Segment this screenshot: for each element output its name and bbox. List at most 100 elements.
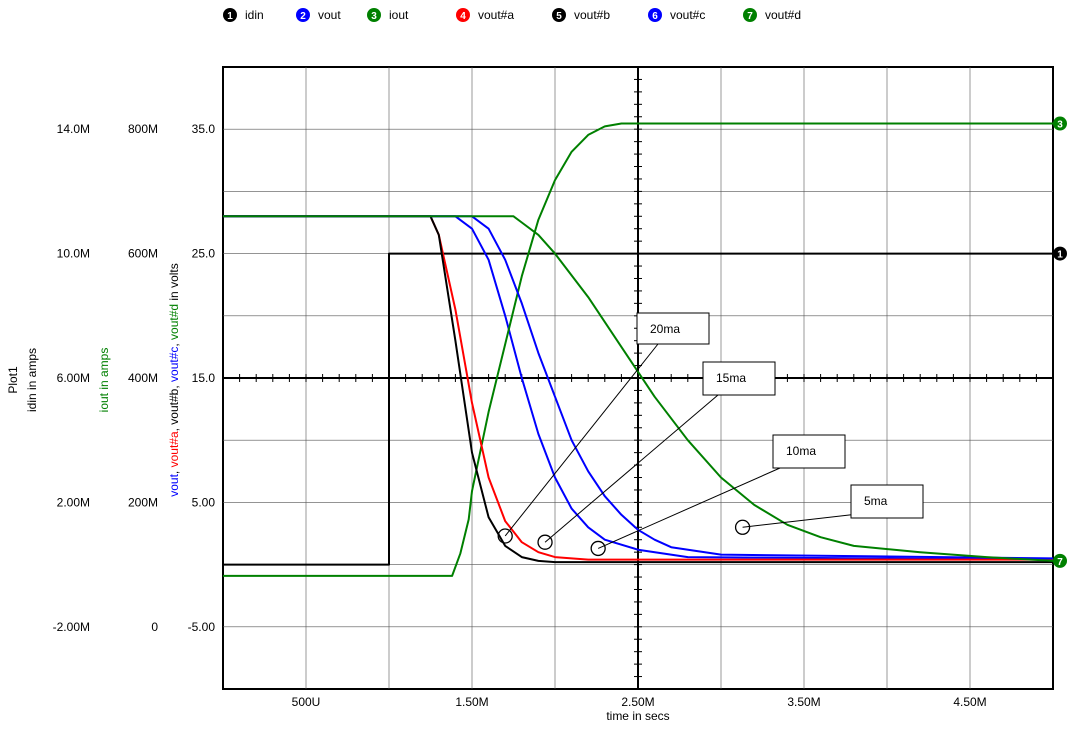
volts-axis-label-part: ,: [167, 340, 181, 347]
annotation-target: [537, 534, 553, 550]
volts-axis-label: vout, vout#a, vout#b, vout#c, vout#d in …: [167, 263, 181, 497]
idin-axis-label: idin in amps: [25, 348, 39, 412]
end-marker-3: 3: [1053, 116, 1067, 131]
annotations: 20ma 15ma 10ma 5ma: [497, 312, 924, 557]
volts-axis-label-part: vout#d: [167, 304, 181, 340]
annotation-target: [497, 528, 513, 544]
plot-area: 20ma 15ma 10ma 5ma 3 1 7: [222, 66, 1067, 690]
end-marker-badge: [1053, 553, 1067, 568]
iout-tick-label: 200M: [128, 495, 158, 509]
annotation-label: 20ma: [650, 322, 680, 336]
legend-item-vout#c: 6 vout#c: [648, 8, 705, 22]
legend-badge-number: 2: [300, 11, 306, 22]
volts-axis-label-part: vout#c: [167, 347, 181, 382]
legend-badge-number: 3: [371, 11, 377, 22]
end-marker-7: 7: [1053, 553, 1067, 568]
legend-badge-number: 5: [556, 11, 562, 22]
legend: 1 idin 2 vout 3 iout 4 vout#a 5 vout#b 6 vout#c 7 vou…: [223, 8, 801, 22]
x-tick-label: 500U: [292, 695, 321, 709]
legend-badge: [743, 8, 757, 22]
annotation-box: [702, 361, 776, 396]
volts-tick-label: -5.00: [188, 620, 216, 634]
annotation-leader: [597, 467, 781, 549]
idin-tick-label: 14.0M: [57, 122, 90, 136]
iout-axis-label: iout in amps: [97, 348, 111, 413]
series-idin: [223, 252, 1053, 566]
legend-label: idin: [245, 8, 264, 22]
plot-title: Plot1: [6, 366, 20, 394]
series-lines: [223, 122, 1054, 577]
volts-tick-label: 5.00: [192, 495, 216, 509]
legend-badge-number: 7: [747, 11, 753, 22]
legend-label: vout#c: [670, 8, 705, 22]
legend-badge: [223, 8, 237, 22]
annotation-label: 10ma: [786, 444, 816, 458]
idin-tick-label: -2.00M: [53, 620, 90, 634]
x-tick-label: 2.50M: [621, 695, 654, 709]
legend-item-vout#b: 5 vout#b: [552, 8, 610, 22]
volts-tick-label: 25.0: [192, 247, 216, 261]
annotation-leader: [544, 394, 719, 543]
x-axis-label: time in secs: [606, 709, 669, 723]
legend-badge: [648, 8, 662, 22]
x-tick-label: 4.50M: [953, 695, 986, 709]
volts-axis-label-part: vout#a: [167, 431, 181, 467]
end-marker-number: 3: [1057, 120, 1063, 131]
tick-labels: 500U 1.50M 2.50M 3.50M 4.50M 35.0 800M 14.0M 25.…: [53, 122, 987, 709]
series-vout#c: [223, 215, 1054, 560]
annotation-15ma: 15ma: [537, 361, 776, 550]
legend-badge-number: 4: [460, 11, 466, 22]
series-vout#b: [223, 215, 1053, 564]
annotation-5ma: 5ma: [734, 484, 924, 535]
annotation-20ma: 20ma: [497, 312, 710, 544]
iout-tick-label: 800M: [128, 122, 158, 136]
legend-item-vout: 2 vout: [296, 8, 341, 22]
annotation-box: [850, 484, 924, 519]
iout-tick-label: 600M: [128, 247, 158, 261]
annotation-box: [636, 312, 710, 345]
axis-titles: Plot1 idin in amps iout in amps vout, vo…: [6, 263, 670, 723]
legend-badge: [456, 8, 470, 22]
x-tick-label: 1.50M: [455, 695, 488, 709]
annotation-leader: [504, 343, 659, 537]
idin-tick-label: 10.0M: [57, 247, 90, 261]
volts-tick-label: 35.0: [192, 122, 216, 136]
legend-badge-number: 1: [227, 11, 233, 22]
series-vout: [223, 215, 1054, 561]
volts-axis-label-part: , vout#b,: [167, 382, 181, 431]
annotation-target: [590, 540, 606, 557]
end-markers: 3 1 7: [1053, 116, 1067, 568]
end-marker-number: 1: [1057, 250, 1063, 261]
volts-axis-label-part: vout: [167, 473, 181, 496]
end-marker-badge: [1053, 246, 1067, 261]
idin-tick-label: 2.00M: [57, 495, 90, 509]
legend-badge: [552, 8, 566, 22]
annotation-label: 5ma: [864, 494, 888, 508]
volts-tick-label: 15.0: [192, 371, 216, 385]
x-tick-label: 3.50M: [787, 695, 820, 709]
legend-item-idin: 1 idin: [223, 8, 264, 22]
annotation-leader: [742, 513, 859, 528]
legend-item-iout: 3 iout: [367, 8, 409, 22]
legend-label: iout: [389, 8, 409, 22]
iout-tick-label: 0: [151, 620, 158, 634]
annotation-target: [734, 519, 751, 535]
iout-tick-label: 400M: [128, 371, 158, 385]
annotation-box: [772, 434, 846, 469]
annotation-10ma: 10ma: [590, 434, 846, 557]
legend-label: vout#b: [574, 8, 610, 22]
legend-item-vout#d: 7 vout#d: [743, 8, 801, 22]
series-vout#d: [223, 215, 1054, 562]
legend-badge: [367, 8, 381, 22]
legend-label: vout#d: [765, 8, 801, 22]
end-marker-1: 1: [1053, 246, 1067, 261]
end-marker-number: 7: [1057, 557, 1063, 568]
legend-item-vout#a: 4 vout#a: [456, 8, 514, 22]
legend-badge: [296, 8, 310, 22]
legend-label: vout: [318, 8, 341, 22]
legend-badge-number: 6: [652, 11, 658, 22]
end-marker-badge: [1053, 116, 1067, 131]
volts-axis-label-part: in volts: [167, 263, 181, 304]
idin-tick-label: 6.00M: [57, 371, 90, 385]
